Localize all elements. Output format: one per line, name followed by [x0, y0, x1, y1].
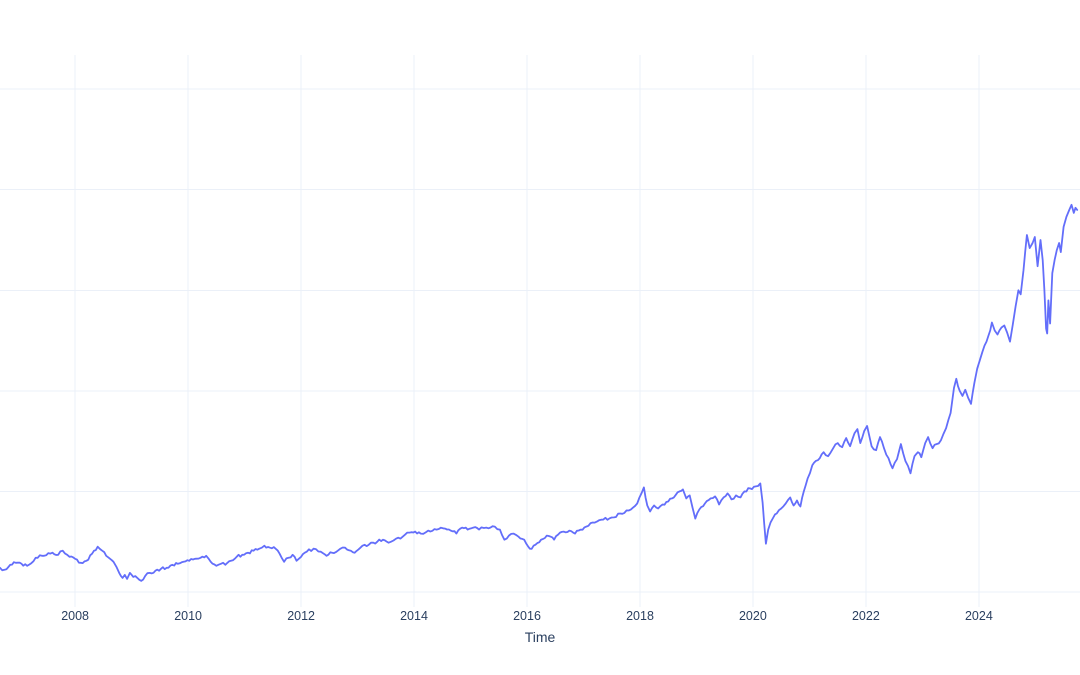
x-tick-label: 2008 — [61, 609, 89, 623]
x-tick-label: 2014 — [400, 609, 428, 623]
x-tick-label: 2018 — [626, 609, 654, 623]
price-line-series[interactable] — [0, 203, 1079, 582]
x-tick-label: 2024 — [964, 609, 993, 623]
x-tick-label: 2020 — [738, 609, 767, 623]
x-tick-label: 2016 — [513, 609, 541, 623]
x-tick-label: 2022 — [851, 609, 880, 623]
x-axis-title: Time — [524, 629, 556, 645]
gridlines — [0, 55, 1080, 607]
x-tick-label: 2012 — [287, 609, 315, 623]
line-series-layer — [0, 203, 1079, 582]
x-tick-label: 2010 — [174, 609, 202, 623]
